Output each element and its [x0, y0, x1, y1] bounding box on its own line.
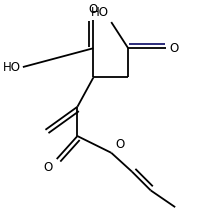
Text: O: O	[88, 3, 98, 16]
Text: O: O	[169, 42, 178, 55]
Text: O: O	[43, 161, 53, 174]
Text: O: O	[114, 138, 124, 151]
Text: HO: HO	[91, 6, 109, 19]
Text: HO: HO	[3, 60, 21, 74]
